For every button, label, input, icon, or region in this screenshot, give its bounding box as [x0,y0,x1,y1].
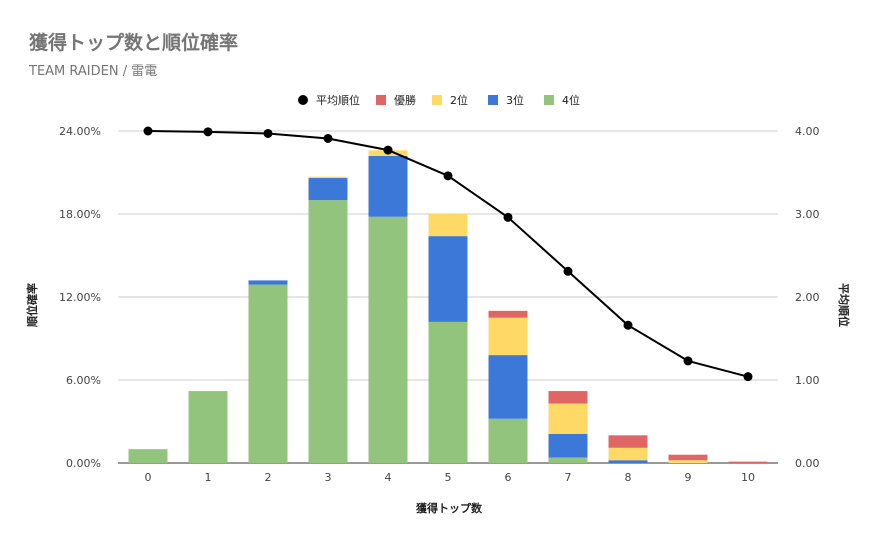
x-axis-title: 獲得トップ数 [416,501,483,515]
legend-item: 優勝 [376,93,416,107]
bar-segment [428,321,468,463]
line-point [683,356,693,366]
legend: 平均順位 優勝 2位 3位 4位 [298,93,580,107]
chart-subtitle: TEAM RAIDEN / 雷電 [29,64,158,79]
bar-segment [608,460,648,463]
bar-segment [308,178,348,201]
line-point [203,127,213,137]
y2-tick-label: 3.00 [795,208,820,221]
bar-segment [188,391,228,463]
axes: 0.00% 6.00% 12.00% 18.00% 24.00% 0.00 1.00 2.00… [59,125,819,484]
bar-segment [608,435,648,448]
bar-segment [308,176,348,179]
x-tick-label: 6 [505,471,512,484]
bar-segment [608,447,648,461]
x-tick-label: 1 [205,471,212,484]
bar-segment [308,200,348,463]
bar-segment [248,280,288,285]
y2-tick-label: 0.00 [795,457,820,470]
line-point [263,128,273,138]
bar-segment [248,284,288,463]
y-tick-label: 0.00% [66,457,101,470]
x-tick-label: 8 [625,471,632,484]
legend-swatch [544,95,554,105]
x-tick-label: 0 [145,471,152,484]
y2-tick-label: 2.00 [795,291,820,304]
chart-title: 獲得トップ数と順位確率 [29,32,239,54]
legend-label: 3位 [506,93,524,107]
bar-segment [428,236,468,322]
line-point [323,133,333,143]
y-tick-label: 6.00% [66,374,101,387]
bar-segment [668,454,708,461]
stacked-bars [128,150,768,463]
bar-segment [548,403,588,434]
legend-swatch [376,95,386,105]
y-tick-label: 18.00% [59,208,101,221]
legend-swatch [488,95,498,105]
x-tick-label: 10 [741,471,755,484]
y2-axis-title: 平均順位 [837,283,851,327]
legend-item: 3位 [488,93,524,107]
legend-marker [298,95,308,105]
bar-segment [368,216,408,463]
bar-segment [368,155,408,217]
x-tick-label: 5 [445,471,452,484]
bar-segment [488,310,528,318]
bar-segment [488,355,528,419]
line-point [563,266,573,276]
y-tick-label: 12.00% [59,291,101,304]
line-point [143,126,153,136]
line-point [743,372,753,382]
line-point [623,320,633,330]
legend-item: 2位 [432,93,468,107]
average-rank-line [143,126,753,382]
y2-tick-label: 1.00 [795,374,820,387]
x-tick-label: 4 [385,471,392,484]
bar-segment [548,433,588,458]
bar-segment [128,449,168,463]
legend-item: 平均順位 [298,93,360,107]
line-point [383,145,393,155]
bar-segment [548,457,588,463]
legend-label: 優勝 [394,93,416,107]
legend-label: 4位 [562,93,580,107]
legend-swatch [432,95,442,105]
bar-segment [488,317,528,356]
x-tick-label: 9 [685,471,692,484]
legend-item: 4位 [544,93,580,107]
bar-segment [488,418,528,463]
line-point [503,212,513,222]
line-point [443,171,453,181]
bar-segment [428,214,468,237]
x-tick-label: 7 [565,471,572,484]
legend-label: 2位 [450,93,468,107]
x-tick-label: 3 [325,471,332,484]
legend-label: 平均順位 [316,93,360,107]
y-tick-label: 24.00% [59,125,101,138]
x-tick-label: 2 [265,471,272,484]
bar-segment [668,460,708,463]
y2-tick-label: 4.00 [795,125,820,138]
y-axis-title: 順位確率 [25,283,39,327]
bar-segment [728,461,768,463]
bar-segment [548,391,588,404]
